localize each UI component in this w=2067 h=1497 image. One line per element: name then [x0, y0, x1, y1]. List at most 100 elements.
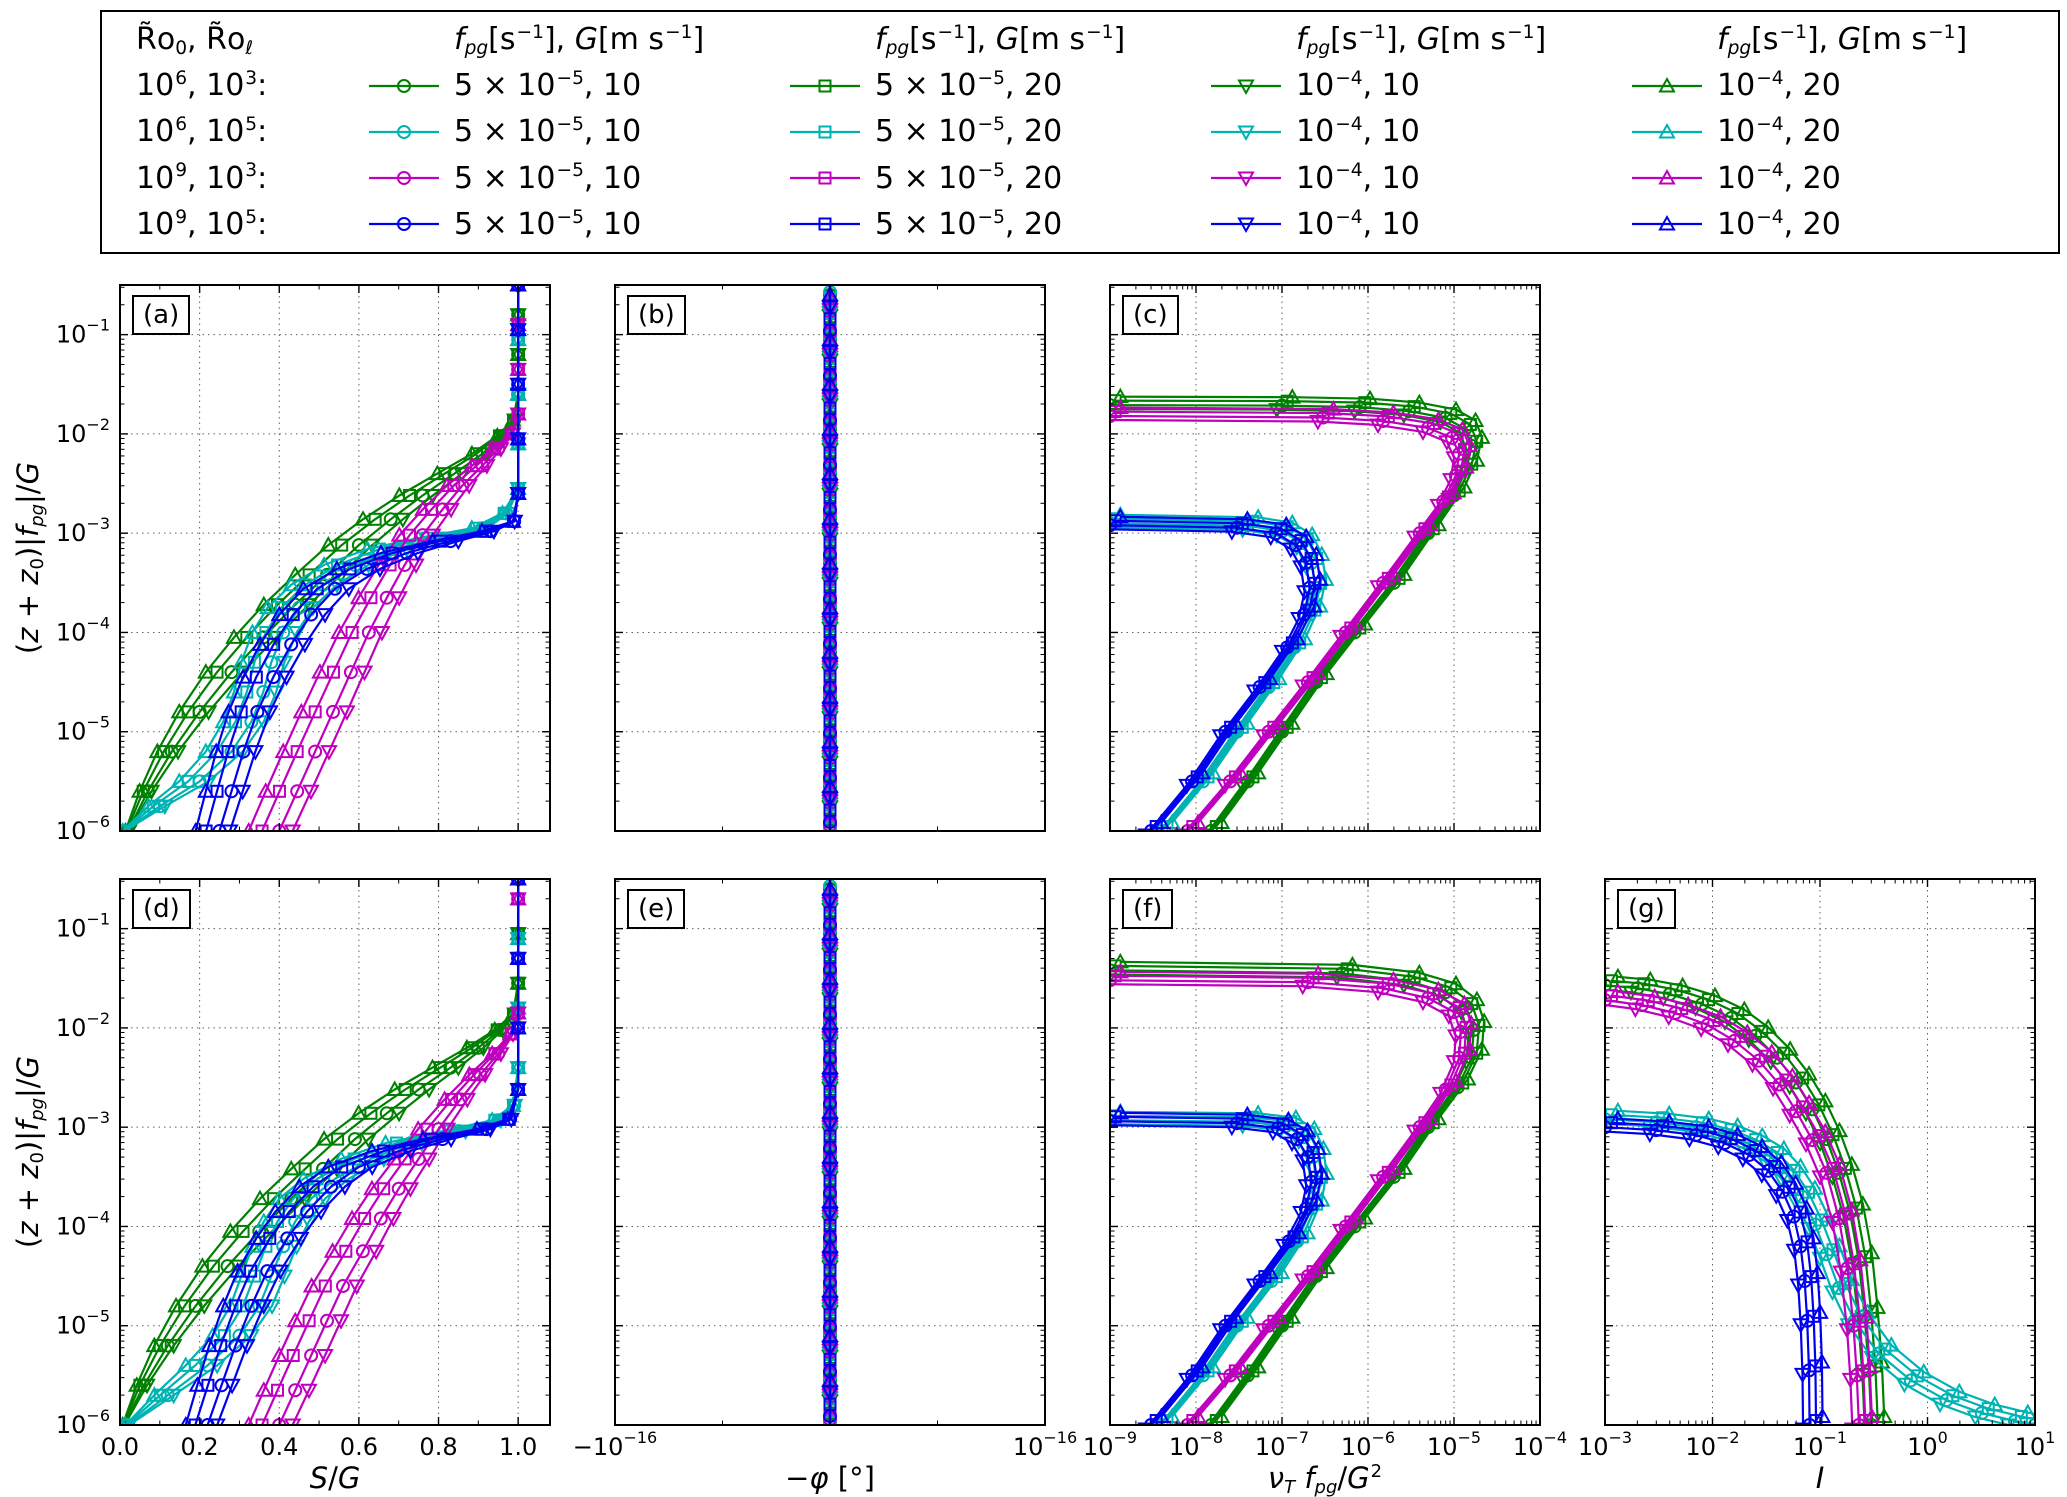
text-segment: −5 [977, 160, 1005, 182]
text-segment: , 10 [1362, 114, 1420, 150]
legend-row-label: 109, 103: [126, 160, 366, 196]
panel-g-label: (g) [1617, 889, 1676, 929]
text-segment: 5 × 10 [875, 68, 977, 104]
tick-label: 10−6 [56, 812, 110, 845]
text-segment: pg [885, 38, 910, 60]
x-axis-label-f: νT fpg/G2 [1268, 1461, 1383, 1497]
text-segment: 3 [245, 160, 258, 182]
text-segment: z [11, 1163, 45, 1179]
series-layer [1110, 387, 1491, 831]
text-segment: |/ [11, 1078, 45, 1098]
text-segment: [m s [597, 22, 665, 58]
text-segment: G [11, 461, 45, 485]
text-segment: 5 × 10 [454, 206, 556, 242]
text-segment: [m s [1018, 22, 1086, 58]
panel-d-plot: 0.0 0.2 0.4 0.6 0.8 1.0 10−1 10−2 10−3 10−4 10−5 10… [56, 878, 551, 1461]
grid [1110, 285, 1540, 831]
text-segment: / [328, 1461, 338, 1495]
text-segment: G [1347, 1461, 1370, 1495]
legend-marker-circle-icon [369, 124, 439, 139]
panel-b-plot [614, 284, 1046, 832]
legend-entry-label: 5 × 10−5, 10 [454, 207, 641, 242]
legend-row-label: 109, 105: [126, 207, 366, 242]
text-segment: 5 [245, 206, 258, 228]
text-segment: −1 [1779, 22, 1807, 43]
legend-marker-square-icon [790, 171, 860, 185]
text-segment: −5 [977, 68, 1005, 90]
text-segment: 5 × 10 [875, 206, 977, 242]
legend-entry-label: 10−4, 20 [1717, 68, 1841, 103]
series-green-triangle-down [1110, 402, 1476, 831]
tick-label: 10−3 [1578, 1428, 1632, 1461]
legend-entry-label: 5 × 10−5, 10 [454, 160, 641, 195]
legend-entry-label: 10−4, 10 [1296, 207, 1420, 242]
tick-label: 10−1 [56, 910, 110, 943]
text-segment: 10 [1717, 206, 1756, 242]
legend-marker-triangle-down-icon [1211, 79, 1281, 95]
text-segment: 2 [1370, 1461, 1383, 1483]
text-segment: 6 [175, 114, 188, 136]
legend-header-row: R̃o0, R̃oℓ fpg[s−1], G[m s−1] fpg[s−1], G[… [126, 17, 2050, 62]
series-blue-triangle-up [1609, 1109, 1832, 1424]
text-segment: + [11, 584, 45, 628]
tick-label: 10−16 [1013, 1428, 1077, 1461]
text-segment: [°] [828, 1461, 875, 1495]
text-segment: , 10 [187, 160, 245, 196]
text-segment: 0 [27, 1152, 49, 1164]
text-segment: G [574, 22, 598, 58]
series-blue-triangle-up [1111, 507, 1329, 830]
legend-marker-triangle-down-icon [1211, 217, 1281, 234]
tick-label: 100 [1907, 1428, 1948, 1461]
text-segment: ( [11, 642, 45, 655]
text-segment: 6 [175, 68, 188, 90]
text-segment: ] [1113, 22, 1126, 58]
text-segment: ] [692, 22, 705, 58]
text-segment: 10 [1296, 206, 1335, 242]
text-segment: f [11, 526, 45, 537]
text-segment: , 10 [187, 68, 245, 104]
text-segment: [s [1330, 22, 1358, 58]
tick-label: 10−6 [1341, 1428, 1395, 1461]
tick-label: 10−4 [56, 613, 110, 646]
legend-entry-label: 5 × 10−5, 20 [875, 207, 1062, 242]
tick-label: 0.2 [181, 1433, 219, 1461]
legend-row: 106, 103: 5 × 10−5, 10 5 × 10−5, 20 10−4, 1… [126, 63, 2050, 108]
text-segment: 10 [1296, 114, 1335, 150]
text-segment: , 10 [583, 68, 642, 104]
text-segment: , 20 [1004, 68, 1063, 104]
series-magenta-square [1110, 969, 1473, 1425]
text-segment: , 10 [187, 114, 245, 150]
text-segment: 0 [27, 558, 49, 570]
legend-entry: 10−4, 20 [1629, 207, 2050, 242]
text-segment: 10 [136, 160, 175, 196]
text-segment: , 10 [583, 206, 642, 242]
text-segment: −1 [1507, 22, 1535, 43]
text-segment: f [1304, 1461, 1315, 1495]
text-segment: −4 [1756, 114, 1784, 136]
text-segment: −1 [665, 22, 693, 43]
legend-entry: 10−4, 10 [1208, 68, 1629, 103]
series-blue-triangle-down [1110, 522, 1314, 831]
legend-marker-triangle-up-icon [1632, 215, 1702, 231]
panel-f-label: (f) [1122, 889, 1174, 929]
series-cyan-circle [1110, 1113, 1324, 1425]
legend-marker-triangle-up-icon [1632, 122, 1702, 139]
text-segment: )| [11, 536, 45, 559]
text-segment: : [257, 68, 268, 104]
text-segment: −4 [1756, 160, 1784, 182]
tick-label: 10−2 [56, 415, 110, 448]
text-segment: T [1284, 1477, 1296, 1497]
grid [120, 879, 550, 1425]
text-segment: 5 × 10 [875, 114, 977, 150]
series-magenta-circle [1110, 409, 1467, 831]
text-segment: , R̃o [187, 22, 246, 58]
text-segment: pg [27, 503, 49, 527]
text-segment: −5 [977, 206, 1005, 228]
text-segment: −4 [1335, 114, 1363, 136]
legend-entry: 5 × 10−5, 20 [787, 114, 1208, 149]
legend-entry: 10−4, 20 [1629, 114, 2050, 149]
series-layer [821, 285, 839, 831]
text-segment: pg [1306, 38, 1331, 60]
text-segment: [m s [1439, 22, 1507, 58]
